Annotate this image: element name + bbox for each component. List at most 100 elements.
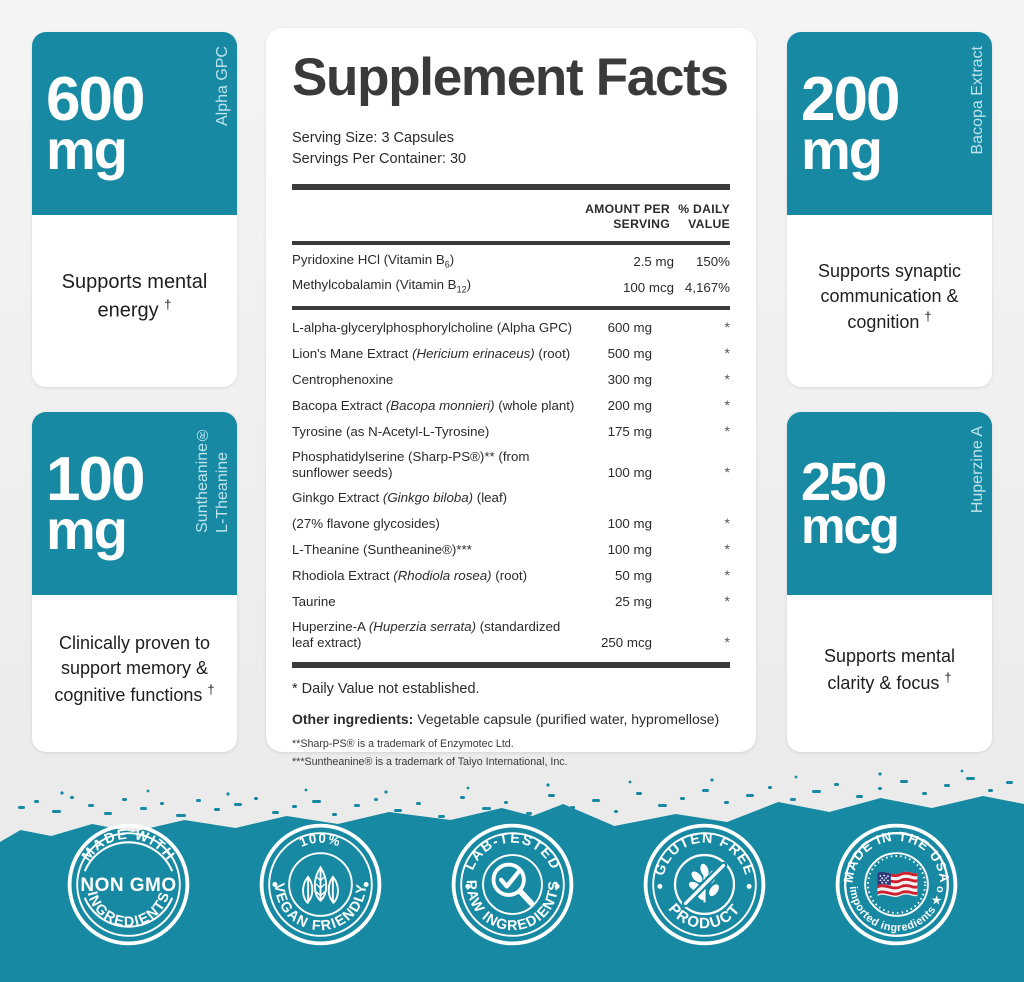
column-header-amount: AMOUNT PER SERVING — [585, 202, 670, 232]
ingredient-name: Phosphatidylserine (Sharp-PS®)** (from s… — [292, 448, 530, 480]
vertical-label-line1: Alpha GPC — [214, 46, 231, 127]
dagger-icon: † — [944, 669, 952, 685]
vertical-label-line1: Suntheanine® — [194, 426, 211, 533]
svg-text:RAW INGREDIENTS: RAW INGREDIENTS — [462, 880, 561, 934]
vertical-label-line1: Bacopa Extract — [969, 46, 986, 155]
benefit-label: Clinically proven to support memory & co… — [54, 633, 211, 705]
other-ingredients-value: Vegetable capsule (purified water, hypro… — [413, 711, 720, 728]
ingredient-daily-value: * — [724, 592, 730, 609]
dose-card-header: 100 mg Suntheanine® L-Theanine — [32, 412, 237, 595]
trademark-note-2: ***Suntheanine® is a trademark of Taiyo … — [292, 756, 568, 769]
benefit-text: Supports mental clarity & focus † — [801, 644, 978, 696]
svg-text:100%: 100% — [297, 831, 343, 850]
table-row: (27% flavone glycosides) 100 mg * — [292, 510, 730, 536]
leaves-icon — [301, 865, 339, 904]
ingredient-name: Huperzine-A (Huperzia serrata) (standard… — [292, 618, 561, 650]
ingredient-daily-value: 4,167% — [684, 279, 730, 295]
serving-size: Serving Size: 3 Capsules — [292, 130, 454, 147]
dose-card-alpha-gpc: 600 mg Alpha GPC Supports mental energy … — [32, 32, 237, 387]
dose-amount: 250 mcg — [801, 451, 968, 555]
ingredient-daily-value: * — [724, 463, 730, 480]
ingredient-amount: 100 mcg — [623, 279, 674, 295]
table-row: Phosphatidylserine (Sharp-PS®)** (from s… — [292, 444, 730, 485]
ingredient-name: Ginkgo Extract (Ginkgo biloba) (leaf) — [292, 489, 508, 505]
dagger-icon: † — [207, 681, 215, 697]
dose-number: 600 — [46, 64, 145, 134]
scientific-name: (Hericium erinaceus) — [412, 345, 535, 361]
column-header-name — [292, 190, 578, 241]
ingredient-daily-value: * — [724, 422, 730, 439]
badge-non-gmo: MADE WITH INGREDIENTS NON GMO — [62, 818, 195, 951]
table-row: Pyridoxine HCl (Vitamin B6) 2.5 mg 150% — [292, 245, 730, 274]
dose-number: 200 — [801, 64, 900, 134]
ingredient-name: Rhodiola Extract (Rhodiola rosea) (root) — [292, 567, 528, 583]
dose-unit: mg — [46, 498, 128, 562]
facts-table-header: AMOUNT PER SERVING % DAILY VALUE — [292, 190, 730, 241]
ingredient-amount: 250 mcg — [601, 634, 652, 650]
ingredient-vertical-label: Bacopa Extract — [968, 46, 988, 159]
ingredient-amount — [578, 485, 674, 510]
ingredient-amount: 200 mg — [607, 397, 652, 413]
dose-number: 250 — [801, 451, 887, 512]
ingredient-vertical-label: Huperzine A — [968, 426, 988, 517]
scientific-name: (Huperzia serrata) — [368, 618, 477, 634]
supplement-facts-panel: Supplement Facts Serving Size: 3 Capsule… — [266, 28, 756, 768]
dose-card-header: 200 mg Bacopa Extract — [787, 32, 992, 215]
dose-card-body: Clinically proven to support memory & co… — [32, 595, 237, 752]
badge-vegan-friendly: 100% VEGAN FRIENDLY — [254, 818, 387, 951]
ingredient-daily-value: * — [724, 370, 730, 387]
table-row: Rhodiola Extract (Rhodiola rosea) (root)… — [292, 562, 730, 588]
column-header-daily-value: % DAILY VALUE — [678, 202, 730, 232]
ingredients-table: L-alpha-glycerylphosphorylcholine (Alpha… — [292, 310, 730, 656]
ingredient-name: L-Theanine (Suntheanine®)*** — [292, 541, 472, 557]
ingredient-daily-value: * — [724, 396, 730, 413]
scientific-name: (Ginkgo biloba) — [382, 489, 474, 505]
servings-per-container: Servings Per Container: 30 — [292, 151, 467, 168]
rule-thick-bottom — [292, 662, 730, 669]
table-row: Centrophenoxine 300 mg * — [292, 366, 730, 392]
trademark-note-1: **Sharp-PS® is a trademark of Enzymotec … — [292, 738, 514, 751]
other-ingredients: Other ingredients: Vegetable capsule (pu… — [292, 711, 730, 727]
benefit-label: Supports synaptic communication & cognit… — [817, 260, 962, 333]
rule-under-vitamins — [292, 306, 730, 310]
dose-unit: mcg — [801, 498, 900, 555]
ingredient-daily-value: * — [724, 566, 730, 583]
facts-table: AMOUNT PER SERVING % DAILY VALUE — [292, 190, 730, 241]
table-row: Lion's Mane Extract (Hericium erinaceus)… — [292, 340, 730, 366]
badge-bottom-arc: RAW INGREDIENTS — [462, 880, 560, 934]
badge-made-in-usa: ★ MADE IN THE USA ★ and imported ingredi… — [830, 818, 963, 951]
ingredient-name: Pyridoxine HCl (Vitamin B6) — [292, 251, 455, 270]
dose-unit: mg — [801, 118, 883, 182]
ingredient-daily-value: * — [724, 634, 730, 651]
ingredient-amount: 500 mg — [607, 345, 652, 361]
dose-amount: 600 mg — [46, 64, 213, 177]
dose-amount: 100 mg — [46, 448, 193, 562]
dose-card-body: Supports synaptic communication & cognit… — [787, 215, 992, 387]
ingredient-daily-value: * — [724, 344, 730, 361]
ingredient-amount: 50 mg — [615, 567, 652, 583]
ingredient-vertical-label: Suntheanine® L-Theanine — [193, 426, 233, 537]
ingredient-amount: 2.5 mg — [633, 254, 674, 270]
table-row: Huperzine-A (Huperzia serrata) (standard… — [292, 614, 730, 655]
ingredient-daily-value: * — [724, 318, 730, 335]
vitamins-table: Pyridoxine HCl (Vitamin B6) 2.5 mg 150% … — [292, 245, 730, 299]
scientific-name: (Bacopa monnieri) — [385, 397, 495, 413]
rule-under-header — [292, 241, 730, 245]
dose-card-header: 600 mg Alpha GPC — [32, 32, 237, 215]
usa-flag-icon — [877, 871, 917, 897]
dose-card-body: Supports mental clarity & focus † — [787, 595, 992, 752]
table-row: Tyrosine (as N-Acetyl-L-Tyrosine) 175 mg * — [292, 418, 730, 444]
table-row: L-alpha-glycerylphosphorylcholine (Alpha… — [292, 310, 730, 340]
dose-card-huperzine: 250 mcg Huperzine A Supports mental clar… — [787, 412, 992, 752]
ingredient-name: Bacopa Extract (Bacopa monnieri) (whole … — [292, 397, 575, 413]
ingredient-amount: 600 mg — [607, 319, 652, 335]
badge-gluten-free: GLUTEN FREE PRODUCT — [638, 818, 771, 951]
table-row: Methylcobalamin (Vitamin B12) 100 mcg 4,… — [292, 274, 730, 299]
rule-thick-top — [292, 184, 730, 191]
ingredient-name: Taurine — [292, 593, 336, 609]
dagger-icon: † — [924, 309, 932, 325]
ingredient-amount: 100 mg — [607, 515, 652, 531]
no-wheat-icon — [681, 861, 727, 908]
benefit-text: Supports mental energy † — [46, 269, 223, 326]
benefit-text: Supports synaptic communication & cognit… — [801, 259, 978, 335]
